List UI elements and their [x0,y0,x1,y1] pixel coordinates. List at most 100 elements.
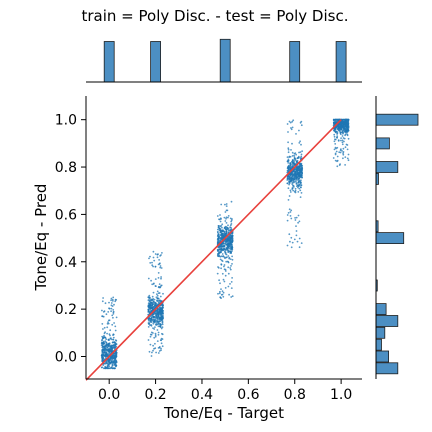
scatter-point [288,120,291,123]
scatter-point [218,292,221,295]
scatter-point [336,160,338,163]
scatter-point [223,268,226,271]
scatter-point [299,162,301,165]
scatter-point [148,299,151,302]
scatter-point [231,250,233,252]
scatter-point [217,253,219,256]
scatter-point [290,149,292,151]
scatter-point [230,241,233,243]
scatter-point [152,322,155,325]
scatter-point [108,352,110,354]
scatter-point [341,126,344,128]
scatter-point [228,244,230,247]
scatter-point [115,350,117,353]
scatter-point [221,253,224,255]
scatter-point [342,147,345,150]
scatter-point [161,323,164,326]
scatter-point [288,181,291,183]
scatter-point [230,234,233,237]
scatter-point [342,157,344,160]
scatter-point [153,312,156,314]
scatter-point [159,314,161,316]
right-histogram-bar [375,326,386,339]
scatter-point [342,130,344,132]
scatter-point [220,259,223,262]
scatter-point [149,333,152,336]
scatter-point [115,364,118,367]
scatter-point [230,287,233,289]
scatter-point [107,311,110,313]
scatter-point [161,333,164,336]
scatter-point [220,230,222,233]
scatter-point [300,166,303,169]
scatter-point [289,164,292,166]
scatter-point [291,183,294,186]
scatter-point [231,263,233,265]
scatter-point [293,238,296,241]
scatter-point [297,191,300,193]
scatter-point [336,165,339,168]
scatter-point [219,238,222,241]
scatter-point [148,294,151,297]
scatter-point [295,170,298,173]
scatter-point [224,287,227,289]
scatter-point [295,216,298,219]
x-axis-title: Tone/Eq - Target [163,404,284,422]
scatter-point [290,246,293,249]
scatter-point [113,342,116,344]
scatter-point [113,357,116,360]
scatter-point [289,173,291,176]
scatter-point [156,293,158,296]
scatter-point [341,135,344,137]
scatter-point [160,312,162,314]
scatter-point [221,290,224,293]
scatter-point [110,361,113,363]
scatter-point [113,367,116,370]
scatter-point [107,322,110,325]
scatter-point [231,245,234,247]
scatter-point [158,312,161,314]
scatter-point [219,282,221,285]
scatter-point [155,285,157,287]
scatter-point [294,159,297,162]
scatter-point [287,131,289,133]
scatter-point [336,155,339,158]
scatter-point [293,181,296,183]
scatter-point [292,119,295,122]
scatter-point [299,196,302,199]
right-histogram-bar [375,338,382,351]
scatter-point [286,156,289,159]
scatter-point [108,350,111,353]
scatter-point [286,179,289,181]
scatter-point [227,266,230,269]
scatter-point [152,306,155,308]
scatter-point [109,329,112,332]
scatter-point [227,272,230,275]
scatter-point [224,240,227,242]
scatter-point [160,276,163,278]
scatter-point [229,267,232,269]
scatter-point [223,216,226,219]
scatter-point [147,302,150,305]
scatter-point [289,162,291,165]
scatter-point [219,290,221,293]
scatter-point [162,317,164,319]
scatter-point [160,342,163,345]
scatter-point [148,350,151,353]
scatter-point [229,268,232,271]
scatter-point [291,160,293,163]
scatter-point [346,127,349,130]
scatter-point [288,233,291,236]
scatter-point [293,173,295,176]
scatter-point [296,159,299,162]
scatter-point [102,364,105,366]
scatter-point [152,315,154,318]
scatter-point [291,155,294,157]
scatter-point [223,280,226,283]
scatter-point [287,199,290,201]
scatter-point [110,350,113,353]
scatter-point [147,277,150,280]
scatter-point [220,267,223,270]
scatter-point [290,127,292,129]
